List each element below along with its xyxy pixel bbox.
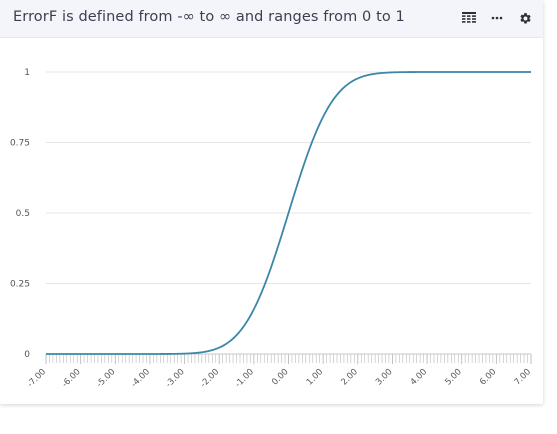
table-view-icon[interactable] [461, 9, 477, 27]
x-tick-label: 1.00 [305, 367, 325, 387]
x-tick-label: -5.00 [95, 367, 118, 390]
x-tick-label: 2.00 [339, 367, 359, 387]
x-tick-label: 4.00 [409, 367, 429, 387]
chart-card: ErrorF is defined from -∞ to ∞ and range… [0, 0, 543, 390]
y-tick-label: 0.25 [10, 280, 30, 290]
x-tick-label: 7.00 [513, 367, 533, 387]
errorf-series-line [46, 71, 531, 355]
y-tick-label: 0.75 [10, 139, 30, 149]
card-toolbar [461, 9, 533, 27]
settings-gear-icon[interactable] [517, 9, 533, 27]
chart-title: ErrorF is defined from -∞ to ∞ and range… [13, 9, 405, 25]
x-tick-label: 0.00 [270, 367, 290, 387]
y-tick-label: 1 [24, 68, 30, 78]
x-tick-label: 6.00 [478, 367, 498, 387]
x-tick-label: 5.00 [443, 367, 463, 387]
y-tick-label: 0 [24, 350, 30, 360]
more-options-icon[interactable] [489, 9, 505, 27]
x-tick-label: 3.00 [374, 367, 394, 387]
x-tick-label: -7.00 [25, 367, 48, 390]
x-tick-label: -6.00 [60, 367, 83, 390]
x-tick-label: -1.00 [233, 367, 256, 390]
x-tick-label: -2.00 [199, 367, 222, 390]
errorf-line-chart: 0 0.25 0.5 0.75 1 -7.00 -6.00 -5.00 -4.00 -3.00 -2… [10, 68, 533, 390]
x-tick-label: -4.00 [129, 367, 152, 390]
card-header: ErrorF is defined from -∞ to ∞ and range… [0, 0, 543, 38]
y-tick-label: 0.5 [16, 209, 30, 219]
x-tick-label: -3.00 [164, 367, 187, 390]
